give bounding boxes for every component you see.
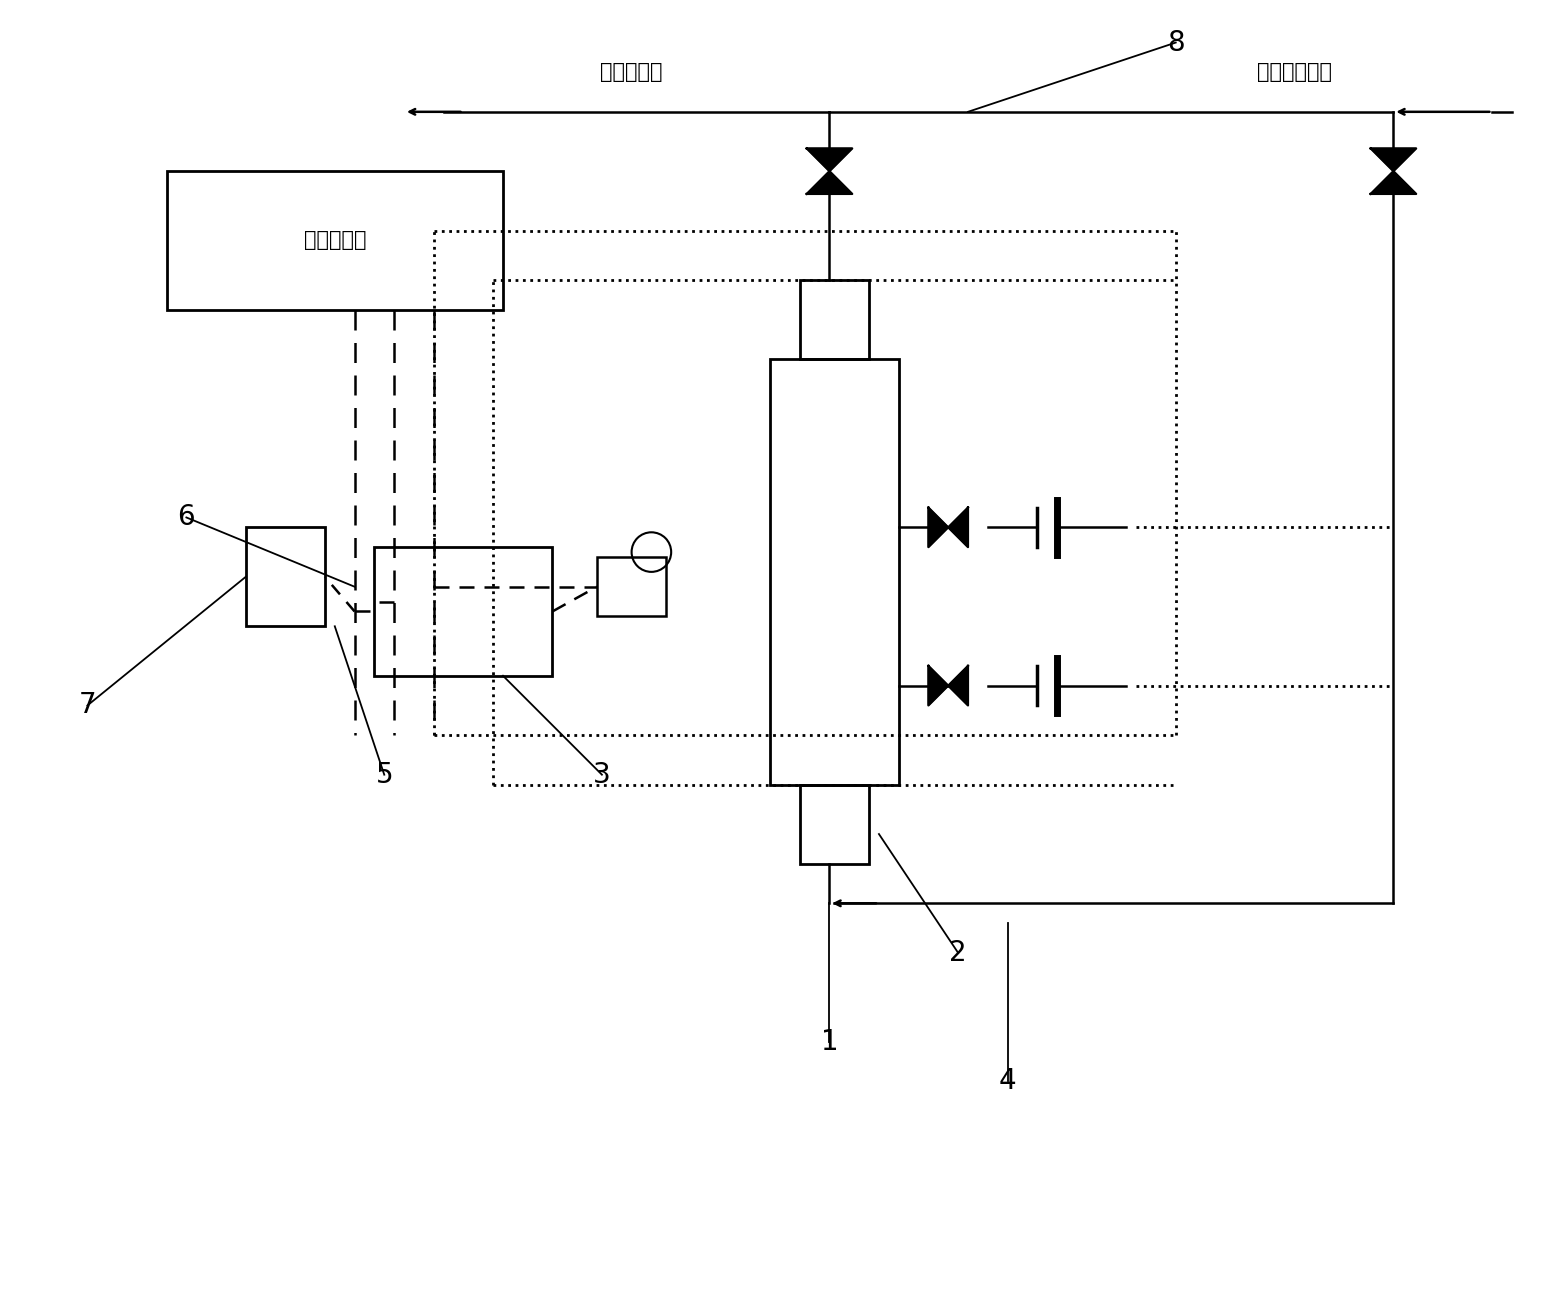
Polygon shape — [948, 508, 968, 547]
Polygon shape — [929, 666, 948, 705]
Text: 2: 2 — [949, 939, 966, 966]
Text: 3: 3 — [593, 760, 610, 789]
Text: 1: 1 — [821, 1028, 838, 1055]
Bar — [770, 359, 899, 785]
Text: 7: 7 — [78, 691, 97, 720]
Bar — [245, 528, 325, 627]
Text: 计算机系统: 计算机系统 — [303, 230, 365, 251]
Polygon shape — [807, 149, 852, 171]
Polygon shape — [929, 508, 948, 547]
Text: 6: 6 — [178, 503, 195, 532]
Bar — [167, 171, 503, 310]
Polygon shape — [1371, 149, 1416, 171]
Bar — [596, 558, 667, 616]
Polygon shape — [1371, 171, 1416, 193]
Text: 由聚合釜流出: 由聚合釜流出 — [1257, 63, 1332, 82]
Text: 5: 5 — [376, 760, 393, 789]
Text: 8: 8 — [1168, 29, 1185, 56]
Bar — [799, 279, 869, 359]
Text: 4: 4 — [999, 1067, 1016, 1096]
Text: 流向泄料槽: 流向泄料槽 — [601, 63, 663, 82]
Polygon shape — [948, 666, 968, 705]
Polygon shape — [807, 171, 852, 193]
Bar — [799, 785, 869, 863]
Bar — [375, 547, 553, 675]
